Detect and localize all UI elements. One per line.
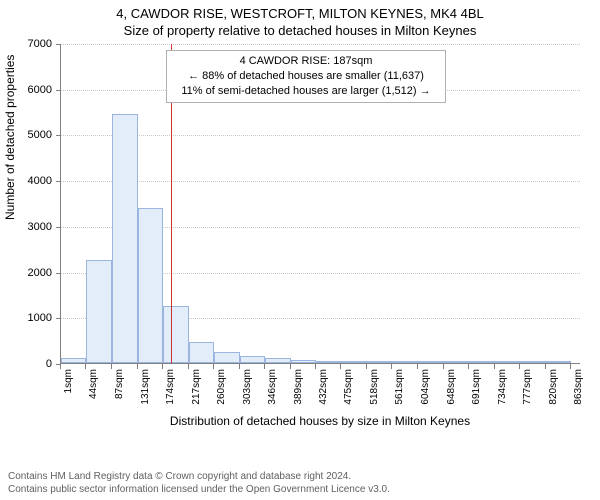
histogram-bar xyxy=(240,356,265,363)
ytick-label: 1000 xyxy=(12,312,52,324)
ytick-label: 2000 xyxy=(12,267,52,279)
xtick-mark xyxy=(315,364,316,369)
ytick-label: 7000 xyxy=(12,38,52,50)
histogram-bar xyxy=(469,361,494,363)
xtick-label: 863sqm xyxy=(573,369,584,419)
xtick-label: 734sqm xyxy=(497,369,508,419)
ytick-label: 0 xyxy=(12,358,52,370)
histogram-bar xyxy=(341,361,366,363)
xtick-mark xyxy=(443,364,444,369)
histogram-bar xyxy=(86,260,111,363)
histogram-bar xyxy=(138,208,163,363)
page-subtitle: Size of property relative to detached ho… xyxy=(0,21,600,38)
xtick-label: 217sqm xyxy=(191,369,202,419)
xtick-mark xyxy=(60,364,61,369)
xtick-mark xyxy=(188,364,189,369)
footer-line-1: Contains HM Land Registry data © Crown c… xyxy=(8,470,390,483)
xtick-mark xyxy=(468,364,469,369)
xtick-label: 346sqm xyxy=(267,369,278,419)
histogram-bar xyxy=(163,306,188,363)
histogram-bar xyxy=(112,114,138,363)
xtick-mark xyxy=(290,364,291,369)
histogram-bar xyxy=(444,361,469,363)
xtick-label: 691sqm xyxy=(471,369,482,419)
xtick-mark xyxy=(545,364,546,369)
xtick-label: 777sqm xyxy=(522,369,533,419)
histogram-chart: 4 CAWDOR RISE: 187sqm ← 88% of detached … xyxy=(60,44,580,404)
xtick-mark xyxy=(85,364,86,369)
xtick-mark xyxy=(391,364,392,369)
xtick-label: 260sqm xyxy=(216,369,227,419)
xtick-label: 44sqm xyxy=(88,369,99,419)
plot-area: 4 CAWDOR RISE: 187sqm ← 88% of detached … xyxy=(60,44,580,364)
xtick-label: 648sqm xyxy=(446,369,457,419)
xtick-label: 87sqm xyxy=(114,369,125,419)
xtick-mark xyxy=(264,364,265,369)
info-line-3: 11% of semi-detached houses are larger (… xyxy=(175,84,437,99)
ytick-label: 5000 xyxy=(12,129,52,141)
xtick-mark xyxy=(111,364,112,369)
xtick-label: 432sqm xyxy=(318,369,329,419)
ytick-label: 6000 xyxy=(12,84,52,96)
xtick-label: 820sqm xyxy=(548,369,559,419)
xtick-mark xyxy=(162,364,163,369)
histogram-bar xyxy=(392,361,417,363)
x-axis-label: Distribution of detached houses by size … xyxy=(60,414,580,428)
ytick-label: 4000 xyxy=(12,175,52,187)
info-line-1: 4 CAWDOR RISE: 187sqm xyxy=(175,54,437,69)
xtick-label: 604sqm xyxy=(420,369,431,419)
histogram-bar xyxy=(189,342,214,363)
xtick-label: 303sqm xyxy=(242,369,253,419)
xtick-label: 1sqm xyxy=(63,369,74,419)
footer: Contains HM Land Registry data © Crown c… xyxy=(8,470,390,496)
xtick-mark xyxy=(570,364,571,369)
page-title: 4, CAWDOR RISE, WESTCROFT, MILTON KEYNES… xyxy=(0,0,600,21)
histogram-bar xyxy=(316,361,341,363)
histogram-bar xyxy=(367,361,392,363)
info-line-2: ← 88% of detached houses are smaller (11… xyxy=(175,69,437,84)
xtick-mark xyxy=(519,364,520,369)
histogram-bar xyxy=(520,361,545,363)
xtick-mark xyxy=(239,364,240,369)
histogram-bar xyxy=(495,361,520,363)
xtick-mark xyxy=(366,364,367,369)
xtick-mark xyxy=(417,364,418,369)
xtick-mark xyxy=(213,364,214,369)
histogram-bar xyxy=(61,358,86,363)
xtick-mark xyxy=(137,364,138,369)
ytick-label: 3000 xyxy=(12,221,52,233)
info-box: 4 CAWDOR RISE: 187sqm ← 88% of detached … xyxy=(166,50,446,103)
footer-line-2: Contains public sector information licen… xyxy=(8,483,390,496)
xtick-mark xyxy=(494,364,495,369)
histogram-bar xyxy=(291,360,316,363)
xtick-label: 174sqm xyxy=(165,369,176,419)
xtick-label: 518sqm xyxy=(369,369,380,419)
histogram-bar xyxy=(214,352,239,363)
xtick-label: 561sqm xyxy=(394,369,405,419)
histogram-bar xyxy=(546,361,571,363)
xtick-label: 389sqm xyxy=(293,369,304,419)
xtick-label: 475sqm xyxy=(343,369,354,419)
histogram-bar xyxy=(265,358,290,363)
histogram-bar xyxy=(418,361,444,363)
xtick-mark xyxy=(340,364,341,369)
xtick-label: 131sqm xyxy=(140,369,151,419)
